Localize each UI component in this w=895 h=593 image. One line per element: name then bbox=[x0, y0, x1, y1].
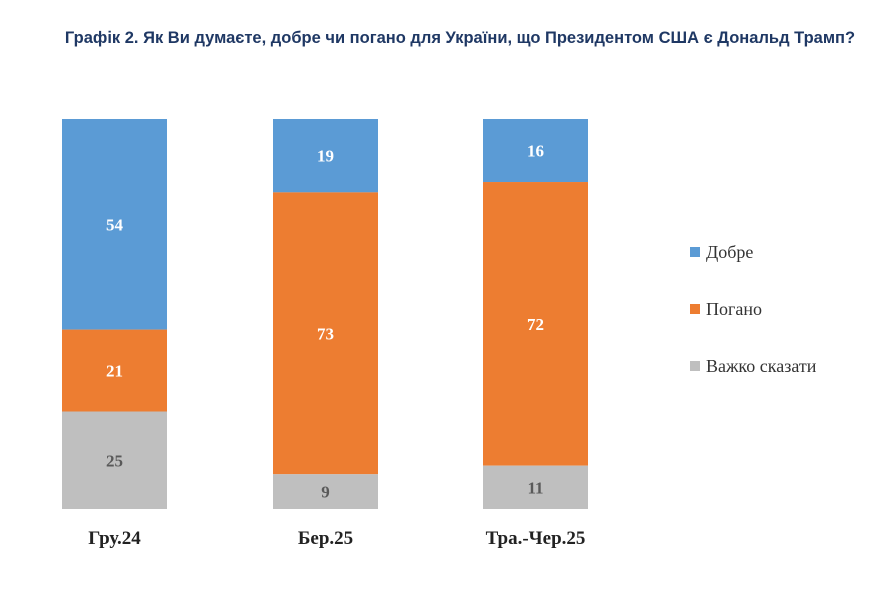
bar-segment-3-3 bbox=[483, 465, 588, 509]
legend-swatch-1 bbox=[690, 247, 700, 257]
bar-segment-2-1 bbox=[62, 329, 167, 412]
bar-segment-3-2 bbox=[273, 474, 378, 509]
legend-label-2: Погано bbox=[706, 299, 762, 319]
chart-title: Графік 2. Як Ви думаєте, добре чи погано… bbox=[64, 29, 856, 47]
category-labels: Гру.24 Бер.25 Тра.-Чер.25 bbox=[88, 528, 585, 549]
data-label-3-3: 11 bbox=[527, 478, 543, 497]
category-label-2: Бер.25 bbox=[298, 528, 353, 549]
bar-segment-1-1 bbox=[62, 119, 167, 330]
data-label-2-1: 21 bbox=[106, 362, 123, 381]
legend-label-3: Важко сказати bbox=[706, 356, 817, 376]
data-label-2-3: 72 bbox=[527, 315, 544, 334]
bars-group: 54 21 25 19 73 9 16 72 11 bbox=[62, 119, 588, 509]
data-label-1-2: 19 bbox=[317, 147, 334, 166]
legend: Добре Погано Важко сказати bbox=[690, 242, 817, 376]
data-label-3-2: 9 bbox=[321, 483, 330, 502]
legend-swatch-2 bbox=[690, 304, 700, 314]
data-label-2-2: 73 bbox=[317, 324, 334, 343]
bar-segment-2-2 bbox=[273, 192, 378, 475]
category-label-1: Гру.24 bbox=[88, 528, 141, 549]
bar-segment-1-3 bbox=[483, 119, 588, 183]
category-label-3: Тра.-Чер.25 bbox=[486, 528, 586, 549]
data-label-3-1: 25 bbox=[106, 451, 123, 470]
data-label-1-3: 16 bbox=[527, 142, 544, 161]
bar-segment-3-1 bbox=[62, 411, 167, 509]
bar-segment-2-3 bbox=[483, 182, 588, 466]
data-label-1-1: 54 bbox=[106, 215, 124, 234]
legend-label-1: Добре bbox=[706, 242, 753, 262]
legend-swatch-3 bbox=[690, 361, 700, 371]
bar-segment-1-2 bbox=[273, 119, 378, 193]
